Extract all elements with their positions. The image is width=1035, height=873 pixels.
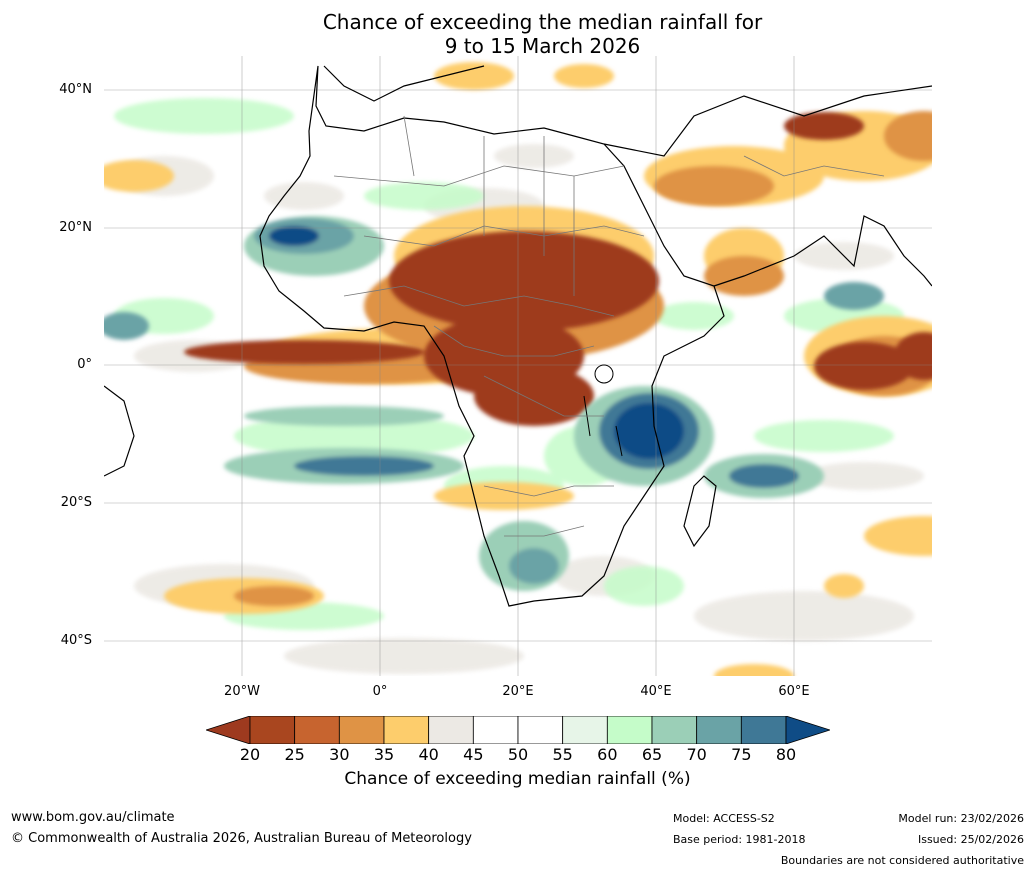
colorbar-cell	[383, 716, 430, 744]
colorbar	[206, 716, 830, 744]
lon-label-20w: 20°W	[224, 684, 260, 699]
lat-label-40s: 40°S	[60, 633, 92, 648]
colorbar-tick-label: 80	[775, 745, 797, 764]
colorbar-label: Chance of exceeding median rainfall (%)	[0, 769, 1035, 789]
footer-copyright: © Commonwealth of Australia 2026, Austra…	[11, 831, 472, 846]
lon-label-20e: 20°E	[502, 684, 534, 699]
map-title-line1: Chance of exceeding the median rainfall …	[322, 10, 763, 34]
footer-website: www.bom.gov.au/climate	[11, 810, 175, 825]
colorbar-tick-label: 50	[507, 745, 529, 764]
s-america-coast	[104, 385, 135, 477]
colorbar-extend-high	[785, 716, 830, 744]
colorbar-tick-label: 75	[731, 745, 752, 764]
country-borders	[333, 115, 885, 537]
colorbar-cell	[428, 716, 474, 744]
colorbar-cell	[696, 716, 742, 744]
lat-label-20s: 20°S	[60, 495, 92, 510]
lon-label-60e: 60°E	[778, 684, 810, 699]
arabia-india-coast	[713, 215, 932, 287]
map-title-line2: 9 to 15 March 2026	[444, 34, 641, 58]
colorbar-tick-label: 30	[329, 745, 350, 764]
lon-label-0: 0°	[372, 684, 388, 699]
footer-disclaimer: Boundaries are not considered authoritat…	[780, 854, 1024, 867]
colorbar-cell	[249, 716, 296, 744]
footer-model-run: Model run: 23/02/2026	[898, 812, 1024, 825]
colorbar-tick-label: 65	[641, 745, 663, 764]
colorbar-cell	[740, 716, 787, 744]
colorbar-cell	[651, 716, 698, 744]
map-gridlines	[104, 56, 932, 676]
colorbar-tick-label: 35	[373, 745, 395, 764]
colorbar-cell	[562, 716, 608, 744]
colorbar-cell	[472, 716, 519, 744]
colorbar-extend-low	[206, 716, 251, 744]
africa-coast	[259, 65, 725, 607]
map-svg	[104, 56, 932, 676]
colorbar-label-text: Chance of exceeding median rainfall (%)	[344, 769, 691, 789]
footer-model: Model: ACCESS-S2	[673, 812, 775, 825]
wet-patches	[104, 216, 884, 591]
rainfall-map	[104, 56, 932, 676]
colorbar-cell	[338, 716, 385, 744]
europe-coast	[323, 65, 485, 102]
madagascar-coast	[683, 475, 717, 548]
colorbar-tick-label: 20	[239, 745, 261, 764]
colorbar-tick-label: 55	[552, 745, 573, 764]
colorbar-cell	[517, 716, 564, 744]
mideast-coast	[603, 85, 932, 157]
colorbar-tick-label: 40	[418, 745, 439, 764]
colorbar-cell	[294, 716, 340, 744]
coastlines	[104, 65, 932, 607]
lon-label-40e: 40°E	[640, 684, 672, 699]
colorbar-tick-label: 70	[686, 745, 707, 764]
lat-label-40n: 40°N	[59, 82, 92, 97]
colorbar-tick-label: 45	[463, 745, 484, 764]
colorbar-cell	[606, 716, 653, 744]
colorbar-tick-label: 60	[597, 745, 618, 764]
lat-label-20n: 20°N	[59, 220, 92, 235]
footer-issued: Issued: 25/02/2026	[917, 833, 1024, 846]
footer-base-period: Base period: 1981-2018	[673, 833, 806, 846]
lat-label-0: 0°	[77, 357, 92, 372]
colorbar-tick-label: 25	[284, 745, 305, 764]
